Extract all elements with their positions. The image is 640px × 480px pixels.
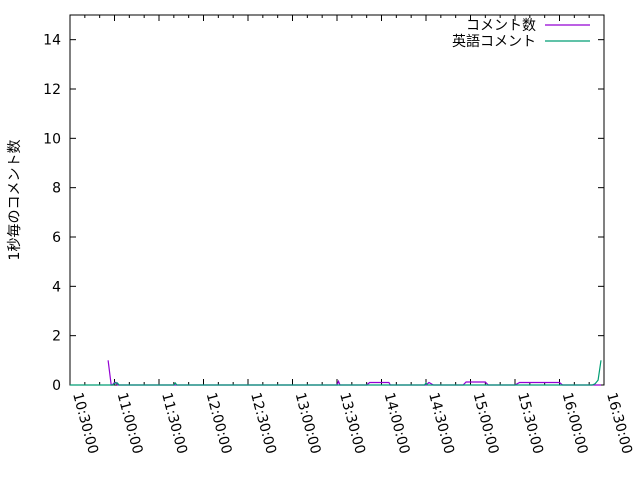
x-tick-label: 16:30:00	[603, 391, 635, 456]
y-tick-label: 12	[43, 82, 61, 98]
legend: コメント数 英語コメント	[452, 18, 590, 50]
plot-border	[69, 14, 605, 386]
y-tick-label: 14	[43, 33, 61, 49]
x-tick-label: 11:00:00	[114, 391, 146, 456]
axes: 0 2 4 6 8 10 12 14 10:30:00 11:00:00 11:30:00 12:00…	[43, 14, 635, 456]
y-tick-label: 8	[52, 181, 61, 197]
y-tick-label: 4	[52, 279, 61, 295]
series-line-0	[107, 360, 601, 386]
x-tick-label: 13:30:00	[336, 391, 368, 456]
x-tick-label: 12:00:00	[203, 391, 235, 456]
x-tick-label: 11:30:00	[158, 391, 190, 456]
legend-label-0: コメント数	[466, 18, 536, 34]
x-tick-label: 13:00:00	[292, 391, 324, 456]
x-tick-label: 16:00:00	[559, 391, 591, 456]
x-tick-label: 15:00:00	[470, 391, 502, 456]
y-tick-label: 6	[52, 230, 61, 246]
x-tick-label: 10:30:00	[69, 391, 101, 456]
y-tick-label: 10	[43, 131, 61, 147]
x-tick-label: 14:00:00	[381, 391, 413, 456]
y-axis-label: 1秒毎のコメント数	[7, 140, 23, 261]
x-tick-label: 14:30:00	[425, 391, 457, 456]
x-tick-label: 15:30:00	[514, 391, 546, 456]
legend-label-1: 英語コメント	[452, 33, 536, 50]
x-tick-label: 12:30:00	[247, 391, 279, 456]
y-tick-label: 0	[52, 378, 61, 394]
y-tick-label: 2	[52, 329, 61, 345]
series-line-1	[70, 360, 602, 386]
series-layer	[70, 360, 602, 386]
